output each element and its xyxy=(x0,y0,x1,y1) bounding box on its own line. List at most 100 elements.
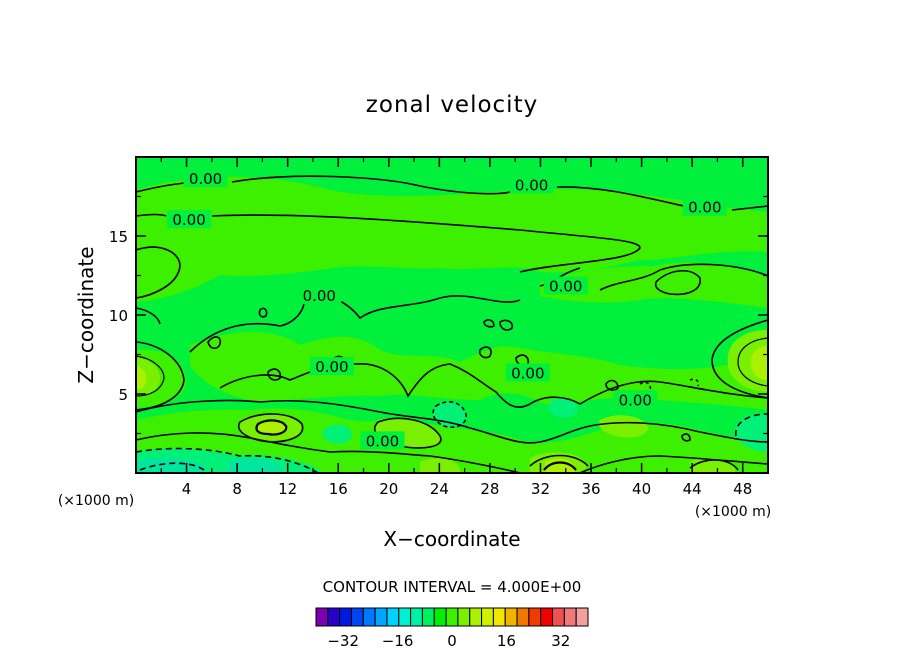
contour-top-b xyxy=(136,213,641,273)
positive-region-upper xyxy=(136,176,768,302)
y-axis-ticks: 5 10 15 xyxy=(109,195,768,435)
colorbar-swatch xyxy=(327,607,341,627)
x-tick-label: 8 xyxy=(232,480,242,498)
colorbar-swatch xyxy=(350,607,364,627)
colorbar-swatch xyxy=(469,607,483,627)
colorbar-swatch xyxy=(540,607,554,627)
x-unit-label-left: (×1000 m) xyxy=(58,493,134,509)
contour-left-edge xyxy=(136,341,185,411)
contour-label-bg xyxy=(613,390,658,409)
colorbar: −32 −16 0 16 32 xyxy=(315,607,589,650)
colorbar-swatch xyxy=(481,607,494,627)
contour-neg-b xyxy=(139,462,205,471)
contour-label: 0.00 xyxy=(189,170,222,188)
negative-core-a2 xyxy=(228,458,282,473)
colorbar-swatch xyxy=(374,607,388,627)
contour-blob-8 xyxy=(258,307,268,318)
colorbar-tick-label: 0 xyxy=(447,632,457,650)
contour-blob-7 xyxy=(483,319,495,328)
contour-right-edge-inner xyxy=(737,337,768,387)
contour-left-edge-inner xyxy=(136,355,165,397)
contour-core-d xyxy=(689,459,739,471)
colorbar-swatch xyxy=(398,607,412,627)
contour-neg-c xyxy=(735,413,768,437)
colorbar-swatch xyxy=(563,607,577,627)
contour-right-edge xyxy=(711,319,768,399)
contour-label-bg xyxy=(183,169,228,188)
y-tick-label: 5 xyxy=(118,386,128,404)
x-tick-label: 24 xyxy=(430,480,449,498)
colorbar-swatch xyxy=(552,607,565,627)
chart-title: zonal velocity xyxy=(366,92,538,118)
contour-right-pocket xyxy=(654,270,701,296)
colorbar-tick-label: −16 xyxy=(382,632,414,650)
colorbar-swatch xyxy=(445,607,459,627)
colorbar-swatch xyxy=(362,607,376,627)
strong-core-a xyxy=(256,420,287,435)
negative-region-c xyxy=(322,424,352,444)
x-unit-label-right: (×1000 m) xyxy=(695,504,771,520)
contour-label-bg xyxy=(505,363,550,382)
colorbar-swatch xyxy=(457,607,471,627)
colorbar-swatch xyxy=(339,607,352,627)
x-axis-ticks: 4 8 12 16 20 24 28 32 36 40 44 48 xyxy=(160,157,752,498)
contour-left-pocket xyxy=(136,246,181,299)
x-tick-label: 12 xyxy=(278,480,297,498)
contour-label-bg xyxy=(360,431,405,450)
x-tick-label: 32 xyxy=(531,480,550,498)
y-axis-label: Z−coordinate xyxy=(74,246,98,383)
contour-neg-a xyxy=(136,447,319,473)
contour-core-c-inner xyxy=(543,461,577,471)
x-tick-label: 20 xyxy=(379,480,398,498)
contour-blob-13 xyxy=(689,378,700,387)
contour-label-bg xyxy=(167,210,212,229)
negative-core-a xyxy=(136,458,205,473)
contour-blob-12 xyxy=(639,381,652,391)
colorbar-swatch xyxy=(421,607,435,627)
contour-blob-6 xyxy=(499,319,514,331)
x-tick-label: 28 xyxy=(480,480,499,498)
contour-blob-3 xyxy=(478,346,492,359)
x-tick-label: 16 xyxy=(329,480,348,498)
x-axis-label: X−coordinate xyxy=(383,527,520,551)
colorbar-swatch xyxy=(516,607,530,627)
contour-label: 0.00 xyxy=(172,211,205,229)
contour-label: 0.00 xyxy=(688,199,721,217)
negative-region-e xyxy=(548,397,578,418)
colorbar-swatch xyxy=(492,607,506,627)
contour-top-a xyxy=(136,175,768,211)
colorbar-swatch xyxy=(528,607,542,627)
positive-core-f xyxy=(598,415,649,438)
colorbar-swatch xyxy=(410,607,423,627)
strong-region-right-edge xyxy=(750,345,768,380)
colorbar-tick-label: 16 xyxy=(497,632,516,650)
x-tick-label: 44 xyxy=(683,480,702,498)
contour-lower-band-2 xyxy=(136,432,768,473)
colorbar-swatch xyxy=(386,607,400,627)
contour-label-bg xyxy=(682,197,727,216)
contour-blob-1 xyxy=(207,336,222,350)
contour-label: 0.00 xyxy=(315,358,348,376)
contour-lower-band xyxy=(136,399,768,444)
contour-label: 0.00 xyxy=(511,364,544,382)
contour-label-bg xyxy=(297,286,342,305)
contour-interval-text: CONTOUR INTERVAL = 4.000E+00 xyxy=(323,578,582,596)
positive-region-right xyxy=(540,262,768,308)
contour-left-lower xyxy=(136,307,161,325)
colorbar-swatch xyxy=(315,607,329,627)
contour-label-layer: 0.00 0.00 0.00 0.00 0.00 0.00 0.00 0.00 0.00 0.00 xyxy=(167,169,727,450)
contour-label: 0.00 xyxy=(366,432,399,450)
contour-label-bg xyxy=(543,276,588,295)
contour-blob-9 xyxy=(605,379,619,391)
y-tick-label: 10 xyxy=(109,307,128,325)
contour-label-bg xyxy=(509,175,554,194)
x-tick-label: 4 xyxy=(182,480,192,498)
x-tick-label: 48 xyxy=(733,480,752,498)
contour-core-a xyxy=(237,413,304,443)
contour-core-c xyxy=(529,454,589,467)
contour-label: 0.00 xyxy=(303,287,336,305)
colorbar-tick-label: −32 xyxy=(327,632,359,650)
contour-blob-10 xyxy=(681,433,691,442)
contour-core-a-inner xyxy=(255,419,288,436)
colorbar-swatch xyxy=(433,607,447,627)
